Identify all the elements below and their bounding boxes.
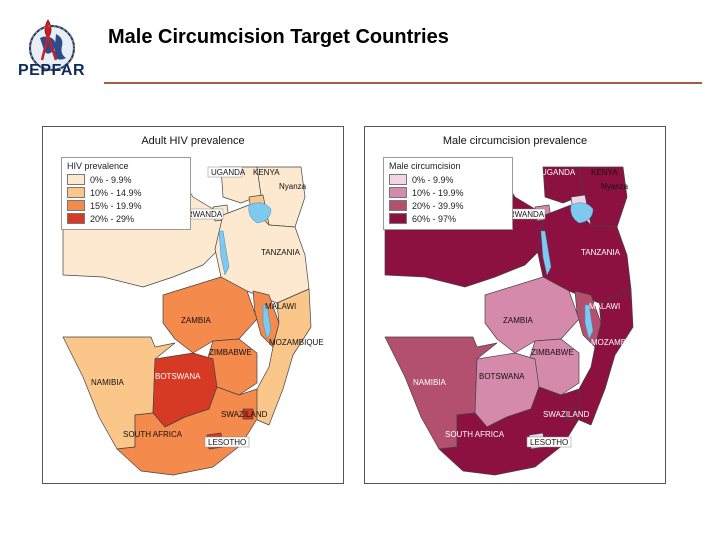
legend-swatch [389, 174, 407, 185]
legend-item: 20% - 29% [67, 212, 185, 225]
country-label-tanzania: TANZANIA [581, 248, 621, 257]
country-label-nyanza: Nyanza [279, 182, 307, 191]
country-label-mozambique: MOZAMBIQUE [591, 338, 646, 347]
title-rule [104, 82, 702, 84]
country-swaziland [564, 408, 576, 420]
country-label-botswana: BOTSWANA [479, 372, 525, 381]
map-legend: HIV prevalence 0% - 9.9% 10% - 14.9% 15%… [61, 157, 191, 230]
country-label-zimbabwe: ZIMBABWE [531, 348, 574, 357]
country-south-africa [438, 386, 580, 476]
lake-tanganyika [540, 230, 552, 276]
label-box [207, 166, 243, 178]
legend-item: 0% - 9.9% [67, 173, 185, 186]
legend-label: 20% - 39.9% [412, 200, 464, 211]
map-title: Adult HIV prevalence [141, 135, 245, 147]
country-label-swaziland: SWAZILAND [543, 410, 590, 419]
country-mozambique [254, 288, 312, 426]
country-label-rwanda: RWANDA [509, 210, 545, 219]
legend-item: 60% - 97% [389, 212, 507, 225]
legend-swatch [389, 187, 407, 198]
legend-item: 20% - 39.9% [389, 199, 507, 212]
legend-title: HIV prevalence [67, 161, 129, 171]
legend-label: 60% - 97% [412, 213, 457, 224]
legend-label: 20% - 29% [90, 213, 135, 224]
label-box [526, 436, 572, 448]
country-label-nyanza: Nyanza [601, 182, 629, 191]
country-label-malawi: MALAWI [589, 302, 620, 311]
country-label-uganda: UGANDA [211, 168, 246, 177]
country-label-south-africa: SOUTH AFRICA [123, 430, 183, 439]
legend-swatch [67, 187, 85, 198]
legend-title: Male circumcision [389, 161, 461, 171]
country-mozambique [576, 288, 634, 426]
country-label-tanzania: TANZANIA [261, 248, 301, 257]
country-label-zambia: ZAMBIA [503, 316, 533, 325]
country-label-kenya: KENYA [253, 168, 280, 177]
lake-malawi [584, 304, 594, 340]
country-label-zimbabwe: ZIMBABWE [209, 348, 252, 357]
logo-text: PEPFAR [18, 62, 86, 79]
map-legend: Male circumcision 0% - 9.9% 10% - 19.9% … [383, 157, 513, 230]
lake-malawi [262, 304, 272, 340]
legend-swatch [67, 213, 85, 224]
country-label-botswana: BOTSWANA [155, 372, 201, 381]
legend-label: 0% - 9.9% [412, 174, 454, 185]
country-label-mozambique: MOZAMBIQUE [269, 338, 324, 347]
pepfar-logo-emblem [29, 19, 75, 71]
country-label-namibia: NAMIBIA [91, 378, 125, 387]
country-label-rwanda: RWANDA [187, 210, 223, 219]
country-label-south-africa: SOUTH AFRICA [445, 430, 505, 439]
legend-item: 10% - 19.9% [389, 186, 507, 199]
country-label-uganda: UGANDA [541, 168, 576, 177]
legend-label: 10% - 19.9% [412, 187, 464, 198]
country-label-lesotho: LESOTHO [530, 438, 568, 447]
legend-item: 10% - 14.9% [67, 186, 185, 199]
label-box [204, 436, 250, 448]
country-swaziland [242, 408, 254, 420]
legend-item: 0% - 9.9% [389, 173, 507, 186]
country-label-kenya: KENYA [591, 168, 618, 177]
map-title: Male circumcision prevalence [442, 135, 588, 147]
legend-swatch [67, 174, 85, 185]
map-panel-hiv: Adult HIV prevalence HIV prevalence 0% -… [42, 126, 344, 484]
country-label-namibia: NAMIBIA [413, 378, 447, 387]
lake-tanganyika [218, 230, 230, 276]
legend-item: 15% - 19.9% [67, 199, 185, 212]
country-label-swaziland: SWAZILAND [221, 410, 268, 419]
legend-swatch [389, 200, 407, 211]
legend-label: 0% - 9.9% [90, 174, 132, 185]
country-label-malawi: MALAWI [265, 302, 296, 311]
legend-swatch [67, 200, 85, 211]
lake-victoria [248, 202, 272, 224]
legend-label: 10% - 14.9% [90, 187, 142, 198]
lake-victoria [570, 202, 594, 224]
page-title: Male Circumcision Target Countries [108, 26, 449, 48]
country-south-africa [116, 386, 258, 476]
legend-label: 15% - 19.9% [90, 200, 142, 211]
legend-swatch [389, 213, 407, 224]
country-label-lesotho: LESOTHO [208, 438, 246, 447]
country-label-zambia: ZAMBIA [181, 316, 211, 325]
map-panel-circumcision: Male circumcision prevalence Male circum… [364, 126, 666, 484]
